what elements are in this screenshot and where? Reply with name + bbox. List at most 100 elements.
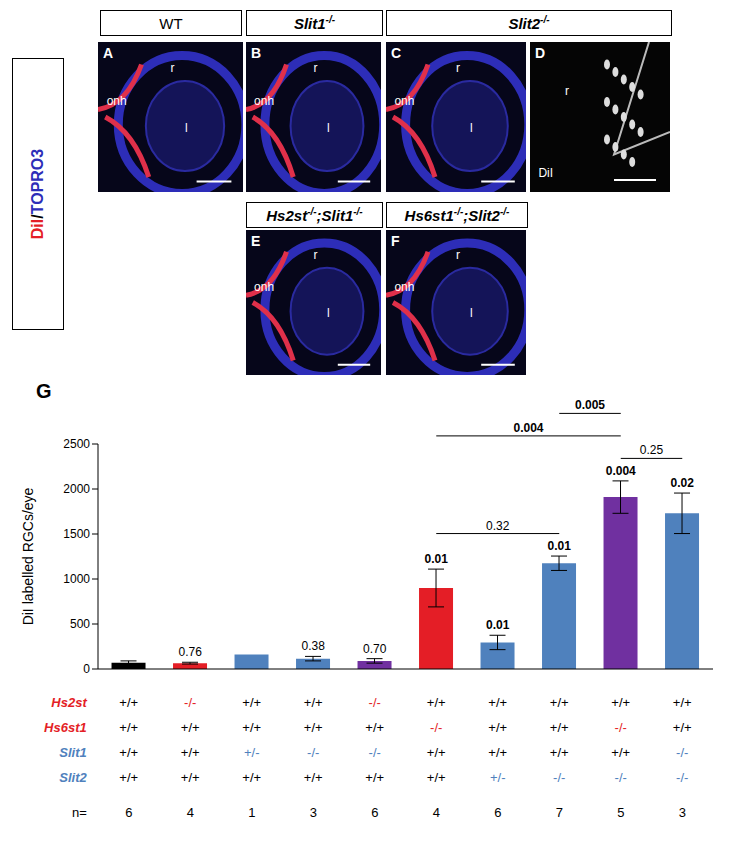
svg-text:+/+: +/+ xyxy=(365,720,384,735)
svg-text:500: 500 xyxy=(70,617,90,631)
svg-text:4: 4 xyxy=(433,805,440,820)
svg-text:0.76: 0.76 xyxy=(179,645,203,659)
svg-text:+/+: +/+ xyxy=(181,745,200,760)
svg-text:B: B xyxy=(251,45,261,61)
svg-text:-/-: -/- xyxy=(184,695,196,710)
svg-text:-/-: -/- xyxy=(369,745,381,760)
svg-text:Hs2st: Hs2st xyxy=(51,695,87,710)
svg-text:+/+: +/+ xyxy=(550,695,569,710)
svg-text:r: r xyxy=(171,61,175,75)
svg-text:-/-: -/- xyxy=(676,770,688,785)
html-text:WT: WT xyxy=(159,14,183,32)
svg-text:l: l xyxy=(185,121,188,135)
svg-text:+/+: +/+ xyxy=(550,720,569,735)
html-text:Slit1-/-: Slit1-/- xyxy=(293,14,336,32)
svg-text:1500: 1500 xyxy=(63,527,90,541)
svg-text:r: r xyxy=(314,248,318,262)
svg-text:onh: onh xyxy=(394,94,414,108)
svg-text:-/-: -/- xyxy=(430,720,442,735)
svg-text:-/-: -/- xyxy=(615,770,627,785)
svg-text:0: 0 xyxy=(83,662,90,676)
svg-text:l: l xyxy=(470,306,473,320)
svg-text:r: r xyxy=(314,61,318,75)
svg-text:6: 6 xyxy=(125,805,132,820)
svg-text:onh: onh xyxy=(394,280,414,294)
svg-text:5: 5 xyxy=(617,805,624,820)
svg-text:+/+: +/+ xyxy=(119,695,138,710)
svg-text:0.004: 0.004 xyxy=(606,464,636,478)
svg-text:+/+: +/+ xyxy=(365,770,384,785)
svg-text:r: r xyxy=(456,61,460,75)
svg-text:+/+: +/+ xyxy=(488,695,507,710)
svg-text:l: l xyxy=(327,121,330,135)
svg-text:0.32: 0.32 xyxy=(486,519,510,533)
svg-text:+/+: +/+ xyxy=(427,745,446,760)
svg-text:-/-: -/- xyxy=(307,745,319,760)
svg-text:+/-: +/- xyxy=(490,770,506,785)
svg-text:+/+: +/+ xyxy=(427,695,446,710)
svg-text:+/+: +/+ xyxy=(304,770,323,785)
svg-text:1: 1 xyxy=(248,805,255,820)
svg-text:-/-: -/- xyxy=(553,770,565,785)
svg-text:+/+: +/+ xyxy=(181,770,200,785)
svg-text:6: 6 xyxy=(371,805,378,820)
svg-text:4: 4 xyxy=(187,805,194,820)
svg-text:+/+: +/+ xyxy=(673,720,692,735)
svg-text:+/+: +/+ xyxy=(181,720,200,735)
svg-text:onh: onh xyxy=(254,280,274,294)
svg-text:+/+: +/+ xyxy=(488,720,507,735)
svg-text:0.38: 0.38 xyxy=(302,639,326,653)
svg-text:C: C xyxy=(391,45,401,61)
svg-text:-/-: -/- xyxy=(676,745,688,760)
svg-text:onh: onh xyxy=(107,94,127,108)
svg-text:Slit1: Slit1 xyxy=(59,745,86,760)
svg-text:3: 3 xyxy=(310,805,317,820)
svg-text:F: F xyxy=(391,233,400,249)
svg-text:+/+: +/+ xyxy=(611,695,630,710)
svg-text:+/+: +/+ xyxy=(119,770,138,785)
svg-text:E: E xyxy=(251,233,260,249)
svg-text:0.01: 0.01 xyxy=(548,539,572,553)
svg-text:+/+: +/+ xyxy=(304,695,323,710)
svg-text:DiI: DiI xyxy=(538,166,553,180)
svg-text:+/+: +/+ xyxy=(611,745,630,760)
svg-text:DiI labelled RGCs/eye: DiI labelled RGCs/eye xyxy=(20,487,36,625)
svg-text:Hs6st1: Hs6st1 xyxy=(44,720,87,735)
svg-text:3: 3 xyxy=(679,805,686,820)
svg-text:+/+: +/+ xyxy=(242,770,261,785)
svg-text:0.25: 0.25 xyxy=(640,443,664,457)
svg-text:0.01: 0.01 xyxy=(425,552,449,566)
svg-text:+/+: +/+ xyxy=(427,770,446,785)
svg-text:+/+: +/+ xyxy=(119,745,138,760)
svg-text:7: 7 xyxy=(556,805,563,820)
svg-text:D: D xyxy=(535,45,545,61)
svg-text:+/+: +/+ xyxy=(673,695,692,710)
svg-text:+/+: +/+ xyxy=(550,745,569,760)
svg-text:Slit2: Slit2 xyxy=(59,770,87,785)
svg-text:0.005: 0.005 xyxy=(575,398,605,412)
svg-text:r: r xyxy=(565,84,569,98)
svg-text:+/+: +/+ xyxy=(242,695,261,710)
svg-text:0.02: 0.02 xyxy=(671,476,695,490)
svg-text:onh: onh xyxy=(254,94,274,108)
svg-text:6: 6 xyxy=(494,805,501,820)
svg-text:+/-: +/- xyxy=(244,745,260,760)
svg-text:0.01: 0.01 xyxy=(486,618,510,632)
svg-text:+/+: +/+ xyxy=(242,720,261,735)
svg-text:n=: n= xyxy=(72,805,87,820)
svg-text:l: l xyxy=(470,121,473,135)
html-text:Slit2-/-: Slit2-/- xyxy=(508,14,550,32)
svg-text:A: A xyxy=(103,45,113,61)
svg-text:-/-: -/- xyxy=(369,695,381,710)
svg-text:r: r xyxy=(456,248,460,262)
svg-text:+/+: +/+ xyxy=(488,745,507,760)
svg-text:-/-: -/- xyxy=(615,720,627,735)
svg-text:2000: 2000 xyxy=(63,482,90,496)
svg-text:0.004: 0.004 xyxy=(513,421,543,435)
svg-text:l: l xyxy=(327,306,330,320)
svg-text:2500: 2500 xyxy=(63,437,90,451)
svg-text:0.70: 0.70 xyxy=(363,642,387,656)
svg-text:+/+: +/+ xyxy=(304,720,323,735)
svg-text:1000: 1000 xyxy=(63,572,90,586)
svg-text:+/+: +/+ xyxy=(119,720,138,735)
